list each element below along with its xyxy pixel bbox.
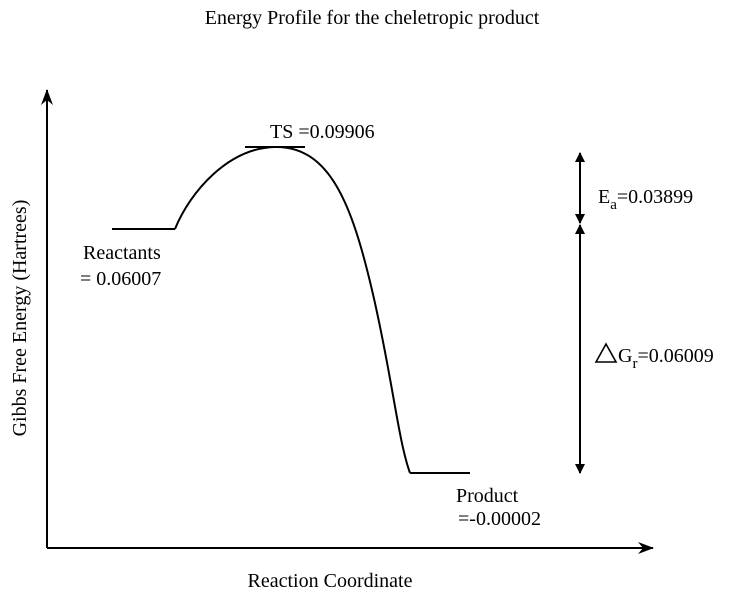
reactants-energy: = 0.06007 <box>80 268 161 290</box>
ea-subscript: a <box>610 197 617 213</box>
ea-symbol: E <box>598 186 610 208</box>
title: Energy Profile for the cheletropic produ… <box>205 7 540 29</box>
energy-curve <box>174 145 411 474</box>
ea-label: Ea=0.03899 <box>598 186 693 213</box>
delta-symbol <box>594 342 618 363</box>
dg-subscript: r <box>632 356 637 372</box>
product-energy: =-0.00002 <box>458 508 541 530</box>
ts-label: TS =0.09906 <box>270 121 375 143</box>
product-label: Product <box>456 485 519 507</box>
x-axis-label: Reaction Coordinate <box>248 570 413 592</box>
dg-value: =0.06009 <box>637 345 713 367</box>
dg-symbol: G <box>618 345 632 367</box>
y-axis-label: Gibbs Free Energy (Hartrees) <box>9 200 31 437</box>
dg-label: Gr=0.06009 <box>618 345 714 372</box>
ea-value: =0.03899 <box>617 186 693 208</box>
reactants-label: Reactants <box>83 242 161 264</box>
